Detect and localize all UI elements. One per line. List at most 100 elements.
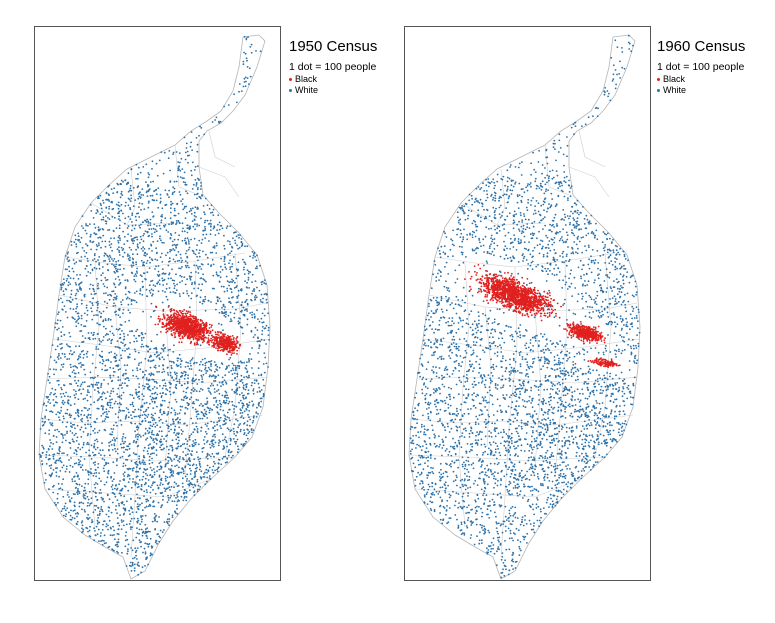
white-population-dot [112,260,115,262]
white-population-dot [75,307,78,310]
white-population-dot [204,430,207,433]
white-population-dot [161,379,164,382]
white-population-dot [124,440,126,443]
white-population-dot [233,433,236,435]
white-population-dot [152,446,155,448]
white-population-dot [140,345,143,348]
white-population-dot [164,272,167,275]
white-population-dot [126,538,129,541]
white-population-dot [217,442,220,444]
white-population-dot [87,530,89,533]
white-population-dot [96,306,99,309]
white-population-dot [211,442,214,445]
white-population-dot [148,228,151,231]
white-population-dot [63,293,65,296]
white-population-dot [233,430,235,433]
white-population-dot [111,215,114,218]
white-population-dot [228,240,231,243]
white-population-dot [151,199,154,201]
white-population-dot [64,268,67,271]
white-population-dot [138,390,141,393]
white-population-dot [85,352,88,355]
white-population-dot [73,509,76,511]
white-population-dot [118,395,121,398]
white-population-dot [190,368,193,370]
white-population-dot [184,283,187,286]
white-population-dot [251,251,254,253]
white-population-dot [56,380,59,382]
white-population-dot [240,443,243,446]
white-population-dot [251,421,254,424]
white-population-dot [194,165,197,168]
white-population-dot [129,259,131,262]
white-population-dot [55,436,58,438]
white-population-dot [213,425,216,427]
white-population-dot [225,268,228,270]
white-population-dot [263,371,266,374]
white-population-dot [250,358,253,360]
white-population-dot [93,504,96,507]
white-population-dot [77,474,79,477]
white-population-dot [82,364,85,366]
white-population-dot [246,245,249,248]
white-population-dot [235,301,238,304]
white-population-dot [248,359,251,362]
white-population-dot [149,473,152,476]
tract-boundary [198,166,240,198]
white-population-dot [156,274,159,276]
white-population-dot [93,258,96,260]
white-population-dot [224,394,227,397]
white-population-dot [165,295,168,298]
white-population-dot [108,351,111,354]
white-population-dot [214,377,217,379]
white-population-dot [142,411,145,413]
white-population-dot [110,243,113,245]
white-population-dot [140,540,142,543]
white-population-dot [213,388,216,390]
white-population-dot [96,519,99,522]
white-population-dot [105,279,107,282]
white-population-dot [177,436,180,439]
white-population-dot [185,183,188,186]
white-population-dot [144,219,146,222]
white-population-dot [61,352,64,355]
white-population-dot [173,249,176,252]
white-population-dot [178,412,181,415]
white-population-dot [56,401,58,404]
white-population-dot [135,463,137,465]
white-population-dot [257,318,259,320]
white-population-dot [151,425,154,428]
white-population-dot [69,363,72,366]
white-population-dot [103,540,105,542]
white-population-dot [69,518,72,521]
white-population-dot [89,371,92,374]
white-population-dot [109,401,112,404]
white-population-dot [223,244,226,247]
white-population-dot [236,430,238,433]
white-population-dot [247,413,249,416]
white-population-dot [61,301,64,304]
white-population-dot [138,539,141,542]
white-population-dot [128,353,131,356]
white-population-dot [128,474,131,477]
white-population-dot [125,458,127,461]
white-population-dot [169,497,172,499]
white-population-dot [140,238,143,241]
white-population-dot [119,347,121,349]
white-population-dot [107,506,110,508]
white-population-dot [94,226,97,229]
white-population-dot [139,197,142,199]
white-population-dot [118,210,121,213]
white-population-dot [42,447,45,450]
white-population-dot [59,343,61,346]
white-population-dot [217,389,220,391]
white-population-dot [151,294,153,297]
white-population-dot [48,375,51,378]
white-population-dot [45,451,48,453]
white-population-dot [73,475,76,478]
white-population-dot [98,256,101,258]
white-population-dot [200,268,203,270]
white-population-dot [233,93,236,96]
white-population-dot [247,36,249,38]
white-population-dot [120,190,123,193]
